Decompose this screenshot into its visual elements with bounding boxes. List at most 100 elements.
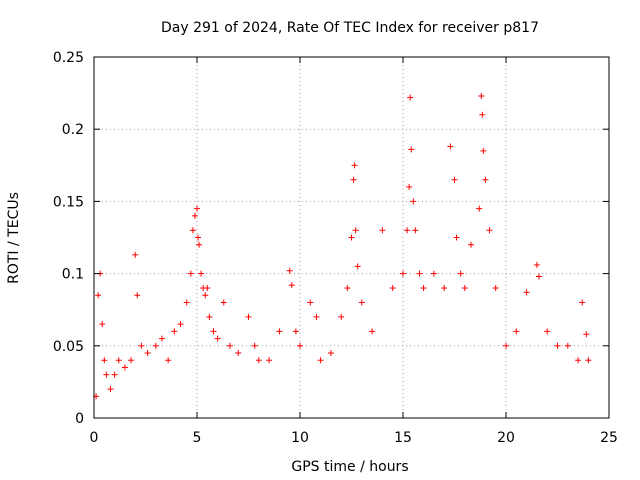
data-point xyxy=(115,357,122,364)
data-point xyxy=(479,111,486,118)
data-point xyxy=(111,371,118,378)
x-axis-label: GPS time / hours xyxy=(291,459,408,475)
data-point xyxy=(189,227,196,234)
data-point xyxy=(327,350,334,357)
data-point xyxy=(583,331,590,338)
data-point xyxy=(214,335,221,342)
data-point xyxy=(379,227,386,234)
data-point xyxy=(121,364,128,371)
data-point xyxy=(198,270,205,277)
data-point xyxy=(482,176,489,183)
data-point xyxy=(544,328,551,335)
data-point xyxy=(513,328,520,335)
data-point xyxy=(165,357,172,364)
grid-lines xyxy=(94,57,609,418)
chart-title: Day 291 of 2024, Rate Of TEC Index for r… xyxy=(161,20,539,36)
data-point xyxy=(369,328,376,335)
data-point xyxy=(480,147,487,154)
data-point xyxy=(276,328,283,335)
data-point xyxy=(478,92,485,99)
data-point xyxy=(195,234,202,241)
data-point xyxy=(535,273,542,280)
y-tick-label: 0.2 xyxy=(62,122,84,138)
data-point xyxy=(158,335,165,342)
data-point xyxy=(400,270,406,277)
x-tick-label: 5 xyxy=(193,430,202,446)
data-point xyxy=(210,328,217,335)
y-tick-label: 0.25 xyxy=(53,50,84,66)
data-point xyxy=(457,270,464,277)
data-point xyxy=(492,285,499,292)
data-point xyxy=(416,270,423,277)
data-point xyxy=(338,313,345,320)
data-point xyxy=(350,176,357,183)
data-point xyxy=(575,357,582,364)
data-point xyxy=(307,299,314,306)
data-point xyxy=(196,241,203,248)
data-point xyxy=(467,241,474,248)
y-tick-label: 0.05 xyxy=(53,339,84,355)
data-point xyxy=(177,321,184,328)
data-point xyxy=(406,183,413,190)
data-point xyxy=(103,371,110,378)
data-point xyxy=(220,299,227,306)
x-tick-label: 25 xyxy=(600,430,618,446)
data-point xyxy=(297,342,303,349)
data-point xyxy=(266,357,273,364)
data-point xyxy=(204,285,211,292)
data-point xyxy=(407,94,414,101)
y-axis-label: ROTI / TECUs xyxy=(6,192,22,284)
data-point xyxy=(107,386,114,393)
y-tick-label: 0.15 xyxy=(53,194,84,210)
data-point xyxy=(554,342,561,349)
data-point xyxy=(99,321,106,328)
data-point xyxy=(292,328,299,335)
data-point xyxy=(430,270,437,277)
data-point xyxy=(152,342,159,349)
data-point xyxy=(461,285,468,292)
data-point xyxy=(533,261,540,268)
data-point xyxy=(191,212,198,219)
data-point xyxy=(183,299,190,306)
data-point xyxy=(579,299,586,306)
plot-frame xyxy=(93,56,610,419)
data-point xyxy=(144,350,151,357)
data-point xyxy=(408,146,415,153)
data-point xyxy=(134,292,141,299)
data-point xyxy=(235,350,242,357)
axis-ticks: 0 5 10 15 20 25 0 0.05 0.1 0.15 0.2 0.25 xyxy=(53,50,618,446)
data-point xyxy=(245,313,252,320)
data-point xyxy=(354,263,361,270)
x-tick-label: 10 xyxy=(291,430,309,446)
data-point xyxy=(348,234,355,241)
data-point xyxy=(412,227,419,234)
data-point xyxy=(585,357,592,364)
data-point xyxy=(523,289,530,296)
data-point xyxy=(194,205,200,212)
x-tick-label: 15 xyxy=(394,430,412,446)
data-point xyxy=(564,342,571,349)
data-point xyxy=(351,162,358,169)
data-point xyxy=(486,227,493,234)
data-point xyxy=(132,251,139,258)
y-tick-label: 0.1 xyxy=(62,267,84,283)
data-points xyxy=(93,92,592,400)
data-point xyxy=(410,198,417,205)
data-point xyxy=(476,205,483,212)
x-tick-label: 20 xyxy=(497,430,515,446)
data-point xyxy=(255,357,262,364)
data-point xyxy=(101,357,108,364)
data-point xyxy=(288,282,295,289)
data-point xyxy=(206,313,213,320)
data-point xyxy=(420,285,427,292)
data-point xyxy=(344,285,351,292)
data-point xyxy=(451,176,458,183)
data-point xyxy=(251,342,258,349)
data-point xyxy=(202,292,209,299)
data-point xyxy=(503,342,509,349)
data-point xyxy=(138,342,145,349)
data-point xyxy=(171,328,178,335)
data-point xyxy=(95,292,102,299)
data-point xyxy=(453,234,460,241)
